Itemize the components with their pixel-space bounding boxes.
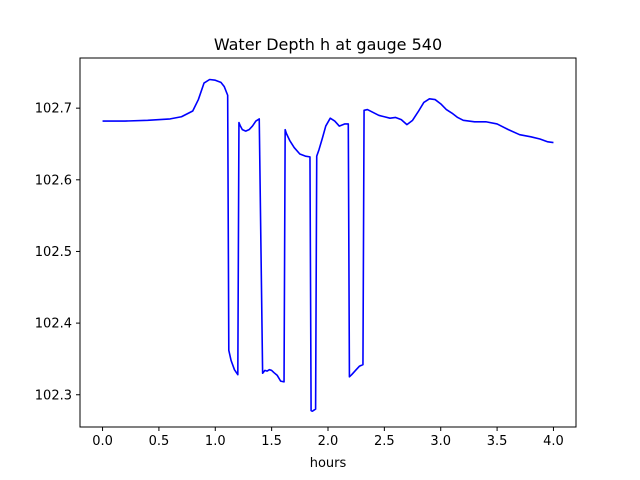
y-tick-label: 102.6 (35, 173, 72, 188)
axes-frame (79, 57, 577, 428)
y-tick-label: 102.7 (35, 102, 72, 117)
axis-ticks: 0.0 0.5 1.0 1.5 2.0 2.5 3.0 3.5 4.0 102.3 102.4 102… (35, 102, 564, 449)
y-tick-label: 102.3 (35, 388, 72, 403)
series-line-1 (102, 78, 554, 413)
chart-title: Water Depth h at gauge 540 (214, 35, 442, 54)
x-tick-label: 2.0 (318, 434, 339, 449)
x-tick-label: 0.0 (92, 434, 113, 449)
y-tick-label: 102.4 (35, 317, 72, 332)
x-tick-label: 3.5 (487, 434, 508, 449)
plot-area (102, 78, 554, 413)
x-axis-label: hours (310, 456, 347, 471)
x-tick-label: 0.5 (149, 434, 170, 449)
x-tick-label: 1.0 (205, 434, 226, 449)
x-tick-label: 1.5 (261, 434, 282, 449)
x-tick-label: 4.0 (543, 434, 564, 449)
y-tick-label: 102.5 (35, 245, 72, 260)
x-tick-label: 2.5 (374, 434, 395, 449)
x-tick-label: 3.0 (430, 434, 451, 449)
